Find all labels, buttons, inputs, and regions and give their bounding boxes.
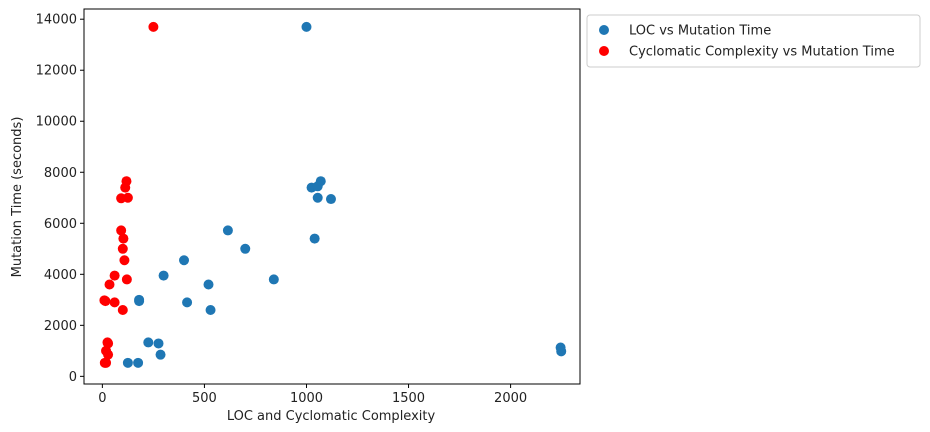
legend-label: LOC vs Mutation Time: [629, 24, 771, 39]
data-point: [117, 305, 128, 316]
data-point: [268, 274, 279, 285]
data-point: [315, 176, 326, 187]
legend: LOC vs Mutation Time Cyclomatic Complexit…: [586, 14, 921, 68]
data-point: [148, 21, 159, 32]
x-tick-label: 500: [192, 391, 217, 406]
data-point: [556, 346, 567, 357]
x-tick-label: 1000: [290, 391, 323, 406]
y-tick-label: 12000: [36, 64, 77, 79]
legend-marker: [599, 25, 609, 35]
data-point: [104, 279, 115, 290]
series-1: [122, 21, 567, 368]
legend-box: [586, 14, 921, 68]
y-tick-label: 0: [69, 370, 77, 385]
data-point: [240, 243, 251, 254]
data-point: [143, 337, 154, 348]
data-point: [325, 194, 336, 205]
data-point: [101, 357, 112, 368]
data-point: [182, 297, 193, 308]
data-point: [222, 225, 233, 236]
data-point: [179, 255, 190, 266]
y-tick-label: 6000: [44, 217, 77, 232]
data-point: [203, 279, 214, 290]
plot-area: 0 500 1000 1500 2000 0 2000 4000 6000 8000 10000 12…: [36, 8, 581, 406]
data-point: [155, 349, 166, 360]
data-point: [121, 274, 132, 285]
y-tick-label: 2000: [44, 319, 77, 334]
data-point: [158, 270, 169, 281]
data-point: [312, 192, 323, 203]
x-axis-label: LOC and Cyclomatic Complexity: [227, 409, 436, 424]
data-point: [120, 182, 131, 193]
data-point: [309, 233, 320, 244]
data-point: [100, 296, 111, 307]
legend-marker: [599, 46, 609, 56]
y-tick-label: 8000: [44, 166, 77, 181]
x-tick-label: 0: [98, 391, 106, 406]
data-point: [153, 338, 164, 349]
data-point: [118, 233, 129, 244]
legend-label: Cyclomatic Complexity vs Mutation Time: [629, 45, 895, 60]
y-tick-label: 14000: [36, 13, 77, 28]
series-2: [99, 21, 159, 368]
data-point: [122, 357, 133, 368]
data-point: [116, 225, 127, 236]
data-point: [301, 21, 312, 32]
data-point: [133, 357, 144, 368]
data-point: [119, 255, 130, 266]
data-point: [109, 297, 120, 308]
data-point: [103, 349, 114, 360]
y-tick-label: 10000: [36, 115, 77, 130]
data-point: [117, 243, 128, 254]
x-tick-label: 2000: [494, 391, 527, 406]
data-point: [116, 193, 127, 204]
data-point: [205, 305, 216, 316]
x-tick-label: 1500: [392, 391, 425, 406]
data-point: [134, 296, 145, 307]
data-point: [109, 270, 120, 281]
y-tick-label: 4000: [44, 268, 77, 283]
y-axis-label: Mutation Time (seconds): [10, 117, 25, 278]
